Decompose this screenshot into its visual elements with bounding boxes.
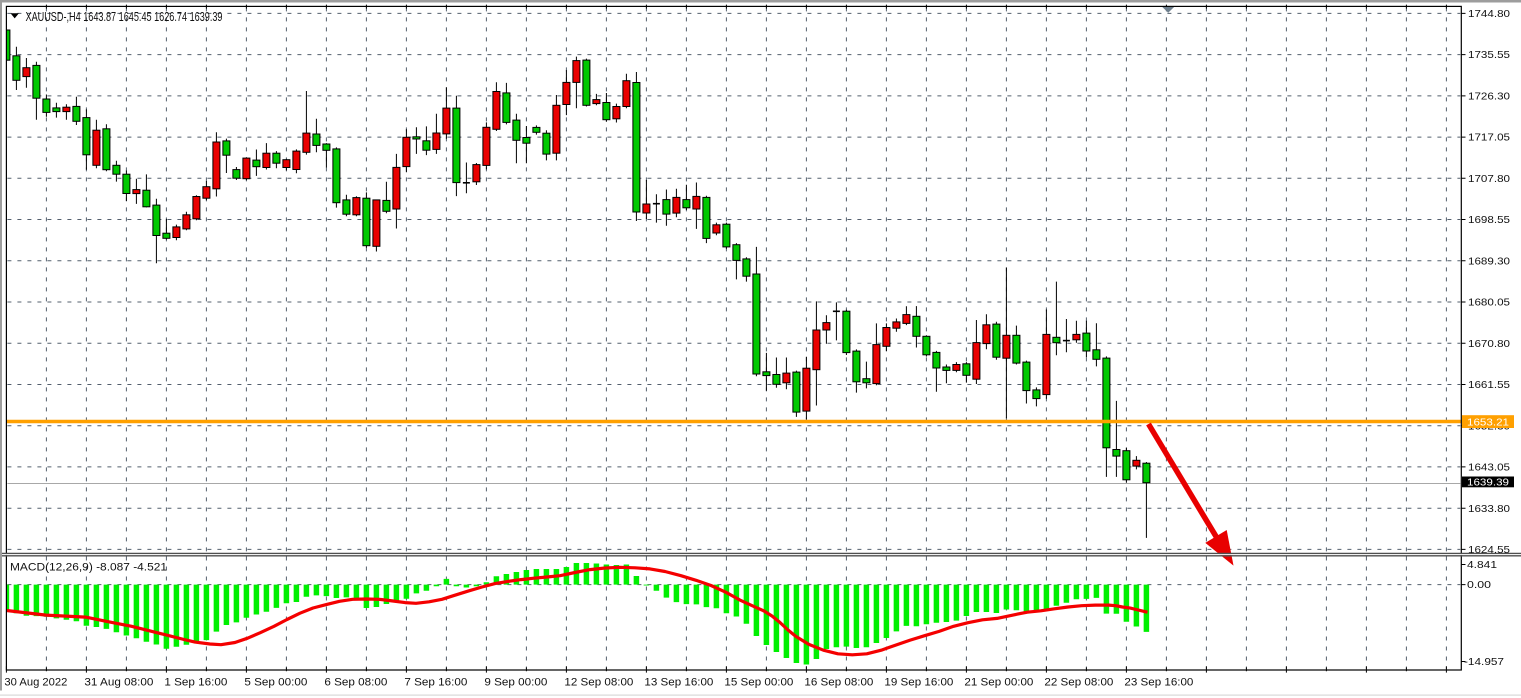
svg-text:7 Sep 16:00: 7 Sep 16:00 — [404, 677, 467, 689]
svg-text:1689.30: 1689.30 — [1468, 255, 1510, 267]
svg-text:1680.05: 1680.05 — [1468, 297, 1510, 309]
svg-text:1707.80: 1707.80 — [1468, 173, 1510, 185]
svg-text:1653.21: 1653.21 — [1467, 416, 1509, 428]
svg-text:1 Sep 16:00: 1 Sep 16:00 — [164, 677, 227, 689]
svg-text:MACD(12,26,9) -8.087 -4.521: MACD(12,26,9) -8.087 -4.521 — [10, 562, 167, 574]
svg-text:15 Sep 00:00: 15 Sep 00:00 — [724, 677, 793, 689]
svg-text:19 Sep 16:00: 19 Sep 16:00 — [884, 677, 953, 689]
svg-text:1717.05: 1717.05 — [1468, 132, 1510, 144]
svg-text:XAUUSD-,H4 1643.87 1645.45 162: XAUUSD-,H4 1643.87 1645.45 1626.74 1639.… — [26, 9, 223, 24]
svg-text:1624.55: 1624.55 — [1468, 544, 1510, 556]
svg-text:13 Sep 16:00: 13 Sep 16:00 — [644, 677, 713, 689]
svg-text:5 Sep 00:00: 5 Sep 00:00 — [244, 677, 307, 689]
svg-text:1643.05: 1643.05 — [1468, 462, 1510, 474]
svg-text:31 Aug 08:00: 31 Aug 08:00 — [84, 677, 153, 689]
svg-text:23 Sep 16:00: 23 Sep 16:00 — [1124, 677, 1193, 689]
svg-text:-14.957: -14.957 — [1464, 656, 1504, 668]
svg-text:1670.80: 1670.80 — [1468, 338, 1510, 350]
svg-text:6 Sep 08:00: 6 Sep 08:00 — [324, 677, 387, 689]
svg-text:1633.80: 1633.80 — [1468, 503, 1510, 515]
svg-text:9 Sep 00:00: 9 Sep 00:00 — [484, 677, 547, 689]
svg-text:0.00: 0.00 — [1467, 579, 1491, 591]
svg-text:4.841: 4.841 — [1467, 559, 1497, 571]
svg-text:1698.55: 1698.55 — [1468, 214, 1510, 226]
svg-text:1726.30: 1726.30 — [1468, 91, 1510, 103]
svg-text:1744.80: 1744.80 — [1468, 8, 1510, 20]
svg-text:16 Sep 08:00: 16 Sep 08:00 — [804, 677, 873, 689]
svg-text:12 Sep 08:00: 12 Sep 08:00 — [564, 677, 633, 689]
svg-text:22 Sep 08:00: 22 Sep 08:00 — [1044, 677, 1113, 689]
svg-text:30 Aug 2022: 30 Aug 2022 — [4, 677, 67, 689]
svg-text:21 Sep 00:00: 21 Sep 00:00 — [964, 677, 1033, 689]
svg-text:1735.55: 1735.55 — [1468, 49, 1510, 61]
svg-text:1661.55: 1661.55 — [1468, 379, 1510, 391]
svg-text:1639.39: 1639.39 — [1467, 476, 1509, 488]
